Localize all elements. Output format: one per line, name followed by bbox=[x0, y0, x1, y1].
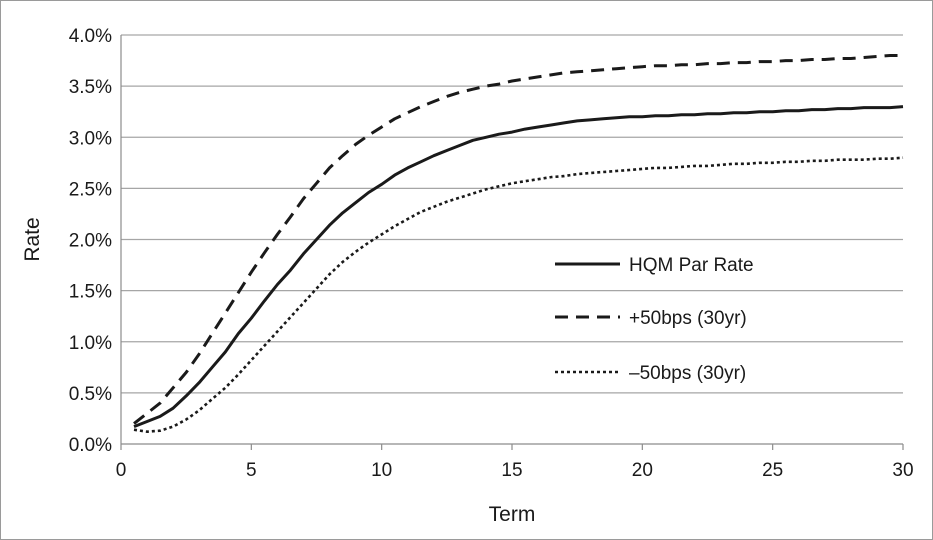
legend-label-2: +50bps (30yr) bbox=[629, 308, 747, 329]
y-axis-title: Rate bbox=[21, 217, 44, 261]
y-tick-label: 2.0% bbox=[69, 231, 112, 252]
y-tick-label: 3.0% bbox=[69, 128, 112, 149]
y-tick-label: 0.5% bbox=[69, 384, 112, 405]
legend: HQM Par Rate +50bps (30yr) –50bps (30yr) bbox=[555, 255, 754, 384]
legend-label-3: –50bps (30yr) bbox=[629, 363, 746, 384]
x-tick-label: 25 bbox=[762, 460, 783, 481]
x-tick-label: 0 bbox=[116, 460, 127, 481]
x-tick-label: 5 bbox=[246, 460, 257, 481]
y-tick-label: 1.0% bbox=[69, 333, 112, 354]
axes: 0.0% 0.5% 1.0% 1.5% 2.0% 2.5% 3.0% 3.5% 4.0% 0 5 10… bbox=[69, 26, 914, 481]
series-lines bbox=[133, 54, 904, 433]
series-line-1 bbox=[133, 105, 904, 428]
x-tick-label: 30 bbox=[892, 460, 913, 481]
x-axis-title: Term bbox=[489, 503, 536, 526]
legend-label-1: HQM Par Rate bbox=[629, 255, 754, 276]
x-tick-label: 20 bbox=[632, 460, 653, 481]
y-tick-label: 4.0% bbox=[69, 26, 112, 47]
x-tick-label: 10 bbox=[371, 460, 392, 481]
y-tick-label: 3.5% bbox=[69, 77, 112, 98]
y-tick-label: 2.5% bbox=[69, 179, 112, 200]
y-tick-label: 0.0% bbox=[69, 435, 112, 456]
series-line-3 bbox=[133, 156, 904, 433]
x-tick-label: 15 bbox=[501, 460, 522, 481]
gridlines bbox=[121, 34, 903, 394]
series-line-2 bbox=[133, 54, 903, 425]
y-tick-label: 1.5% bbox=[69, 282, 112, 303]
